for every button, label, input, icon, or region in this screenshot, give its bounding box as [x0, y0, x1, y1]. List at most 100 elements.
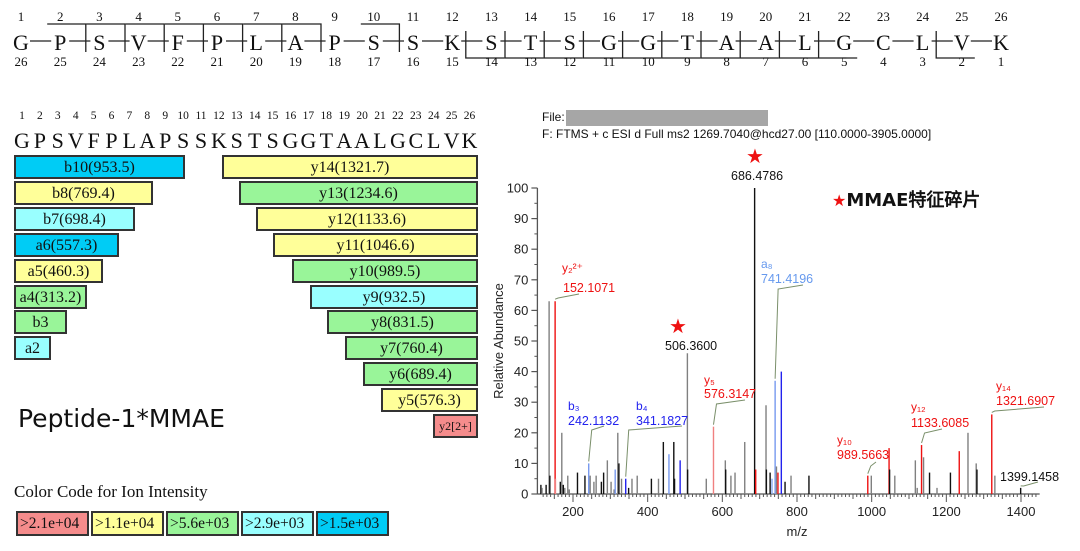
y-tick-label: 100	[507, 181, 529, 196]
peak-mz-label: 741.4196	[761, 272, 813, 286]
n-terminal-ion-box: b3	[14, 310, 67, 335]
b-ion-cleavage-marker	[47, 23, 87, 52]
table-residue: A	[139, 128, 156, 153]
ion-annotation-label: b₄	[636, 399, 648, 413]
legend-entry: >1.5e+03	[316, 511, 389, 536]
table-residue-number: 18	[320, 110, 333, 122]
x-tick-label: 400	[637, 504, 659, 519]
y-tick-label: 50	[514, 334, 528, 349]
residue-number-bottom: 8	[723, 54, 730, 69]
c-terminal-ion-box: y2[2+]	[433, 414, 478, 438]
table-residue: G	[14, 128, 30, 153]
residue: V	[130, 30, 147, 55]
c-terminal-ion-box: y13(1234.6)	[239, 180, 478, 205]
legend-entry: >5.6e+03	[166, 511, 239, 536]
peak-mz-label: 1321.6907	[996, 394, 1055, 408]
residue-number-top: 8	[292, 9, 299, 24]
residue: P	[54, 30, 67, 55]
table-residue: V	[443, 128, 460, 153]
table-residue: C	[408, 128, 424, 153]
y-ion-cleavage-marker	[700, 31, 740, 59]
x-tick-label: 1200	[932, 504, 961, 519]
residue-number-top: 1	[17, 9, 25, 24]
table-residue: T	[319, 128, 334, 153]
residue-number-bottom: 4	[880, 54, 887, 69]
residue: V	[953, 30, 970, 55]
x-axis-label: m/z	[787, 524, 808, 539]
x-tick-label: 1000	[857, 504, 886, 519]
x-tick-label: 800	[786, 504, 808, 519]
table-residue: A	[336, 128, 353, 153]
residue-number-top: 23	[876, 9, 890, 24]
y-axis-label: Relative Abundance	[491, 283, 506, 399]
c-terminal-ion-box: y8(831.5)	[327, 310, 478, 335]
table-residue-number: 7	[126, 110, 133, 122]
n-terminal-ion-box: b10(953.5)	[14, 155, 185, 179]
table-residue-number: 17	[302, 110, 315, 122]
residue-number-bottom: 23	[132, 54, 146, 69]
annotation-leader-line	[712, 399, 746, 425]
residue: S	[93, 30, 106, 55]
b-ion-cleavage-marker	[164, 23, 205, 52]
c-terminal-ion-box: y11(1046.6)	[273, 232, 478, 257]
file-name-redacted	[566, 110, 768, 126]
ion-annotation-label: b₃	[568, 399, 580, 413]
residue-number-top: 7	[252, 9, 260, 24]
table-residue-number: 2	[37, 110, 43, 122]
residue-number-top: 5	[174, 9, 182, 24]
table-residue-number: 24	[427, 110, 440, 122]
y-ion-cleavage-marker	[778, 31, 818, 59]
c-terminal-ion-box: y10(989.5)	[292, 258, 478, 283]
mmae-note-text: MMAE特征碎片	[846, 190, 981, 211]
table-residue-number: 12	[213, 110, 225, 122]
table-residue: S	[230, 128, 243, 153]
peak-mz-label: 686.4786	[731, 169, 783, 183]
annotation-leader-line	[1020, 481, 1039, 487]
table-residue-number: 5	[90, 110, 97, 122]
residue-number-top: 24	[916, 9, 930, 24]
mmae-fragment-note: ★MMAE特征碎片	[832, 186, 980, 212]
table-residue-number: 25	[445, 110, 458, 122]
table-residue-number: 14	[248, 110, 261, 122]
n-terminal-ion-box: a4(313.2)	[14, 284, 87, 309]
ion-annotation-label: y₅	[704, 373, 715, 387]
y-tick-label: 10	[514, 456, 528, 471]
y-tick-label: 80	[514, 242, 528, 257]
peak-mz-label: 242.1132	[568, 414, 619, 428]
residue-number-bottom: 13	[524, 54, 538, 69]
residue: L	[249, 30, 263, 55]
residue-number-bottom: 1	[997, 54, 1005, 69]
residue: G	[13, 30, 29, 55]
c-terminal-ion-box: y12(1133.6)	[256, 206, 478, 231]
n-terminal-ion-box: a6(557.3)	[14, 232, 119, 257]
star-icon: ★	[746, 146, 764, 168]
residue: G	[601, 30, 617, 55]
table-residue-number: 23	[410, 110, 422, 122]
table-residue-number: 13	[231, 110, 243, 122]
ion-annotation-label: y₁₀	[837, 433, 852, 447]
residue-number-top: 22	[837, 9, 851, 24]
table-residue-number: 10	[177, 110, 189, 122]
n-terminal-ion-box: b7(698.4)	[14, 206, 135, 231]
y-ion-cleavage-marker	[621, 31, 662, 59]
residue-number-top: 13	[484, 9, 498, 24]
residue-number-top: 12	[445, 9, 459, 24]
c-terminal-ion-box: y14(1321.7)	[222, 155, 478, 179]
annotation-leader-line	[554, 293, 580, 300]
residue-number-bottom: 14	[484, 54, 498, 69]
table-residue: G	[300, 128, 317, 153]
peptide-title: Peptide-1*MMAE	[18, 404, 225, 433]
residue-number-bottom: 24	[92, 54, 106, 69]
ion-annotation-label: a₈	[761, 257, 773, 271]
table-residue: S	[194, 128, 208, 153]
residue: S	[563, 30, 576, 55]
c-terminal-ion-box: y6(689.4)	[363, 362, 478, 387]
table-residue-number: 19	[338, 110, 350, 122]
residue-number-bottom: 6	[801, 54, 809, 69]
residue-number-top: 19	[720, 9, 734, 24]
residue-number-bottom: 21	[210, 54, 224, 69]
residue: K	[993, 30, 1009, 55]
residue: K	[444, 30, 461, 55]
legend-title: Color Code for Ion Intensity	[14, 482, 208, 501]
